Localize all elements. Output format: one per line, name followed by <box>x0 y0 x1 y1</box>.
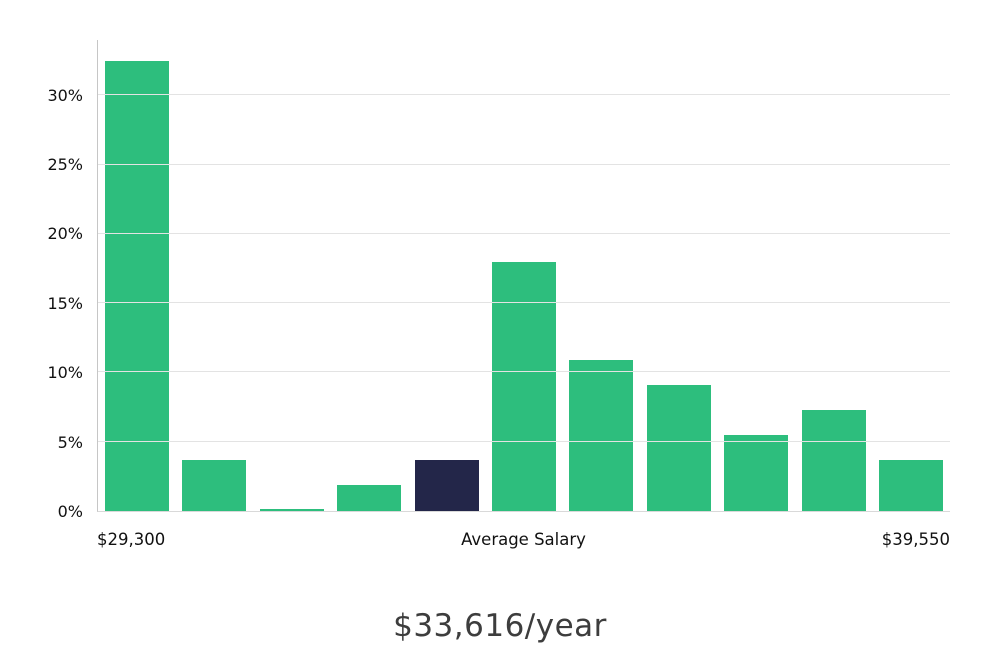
histogram-bar <box>646 384 711 511</box>
histogram-bar <box>801 409 866 511</box>
histogram-bar <box>105 60 169 511</box>
y-tick-label: 10% <box>47 363 83 383</box>
histogram-bar <box>569 360 634 511</box>
grid-line <box>98 440 950 442</box>
x-axis: $29,300 Average Salary $39,550 <box>97 530 950 549</box>
grid-line <box>98 302 950 304</box>
x-axis-label-max: $39,550 <box>881 530 950 549</box>
histogram-bar <box>337 484 402 511</box>
grid-line <box>98 163 950 165</box>
grid-line <box>98 94 950 96</box>
y-tick-label: 15% <box>47 293 83 313</box>
histogram-bar <box>878 459 943 511</box>
average-salary-bar <box>414 459 479 511</box>
y-tick-label: 0% <box>57 502 83 521</box>
y-axis: 0% 5% 10% 15% 20% 25% 30% <box>0 40 97 519</box>
grid-line <box>98 371 950 373</box>
grid-line <box>98 232 950 234</box>
plot-area <box>97 40 950 512</box>
histogram-bar <box>491 261 556 511</box>
histogram-bar <box>182 459 247 511</box>
x-axis-label-average-salary: Average Salary <box>461 530 586 549</box>
y-tick-label: 25% <box>47 154 83 174</box>
average-salary-caption: $33,616/year <box>393 608 607 644</box>
y-tick-label: 20% <box>47 224 83 244</box>
histogram-bar <box>724 434 789 511</box>
y-tick-label: 5% <box>57 432 83 452</box>
histogram-bar <box>259 508 324 511</box>
y-tick-label: 30% <box>47 85 83 105</box>
x-axis-label-min: $29,300 <box>97 530 166 549</box>
